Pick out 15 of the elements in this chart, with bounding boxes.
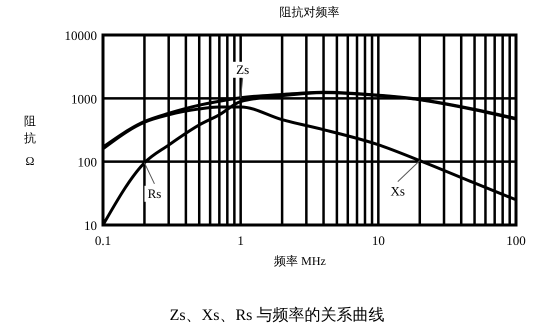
x-tick-label: 1	[237, 233, 244, 248]
x-tick-label: 0.1	[94, 233, 112, 248]
x-tick-label: 100	[506, 233, 526, 248]
y-tick-label: 100	[78, 154, 97, 170]
text: Xs	[390, 184, 405, 199]
y-tick-label: 10	[84, 218, 97, 233]
y-axis-title: 阻抗 Ω	[24, 114, 36, 168]
x-tick-label: 10	[372, 233, 385, 248]
x-axis-title: 频率 MHz	[274, 254, 326, 268]
series-label: Zs	[236, 62, 250, 77]
text: Zs、Xs、Rs 与频率的关系曲线	[170, 306, 384, 324]
series-label: Rs	[148, 186, 162, 201]
y-tick-label: 1000	[71, 91, 97, 106]
y-tick-label: 10000	[64, 28, 97, 43]
chart-title: 阻抗对频率	[280, 5, 340, 19]
